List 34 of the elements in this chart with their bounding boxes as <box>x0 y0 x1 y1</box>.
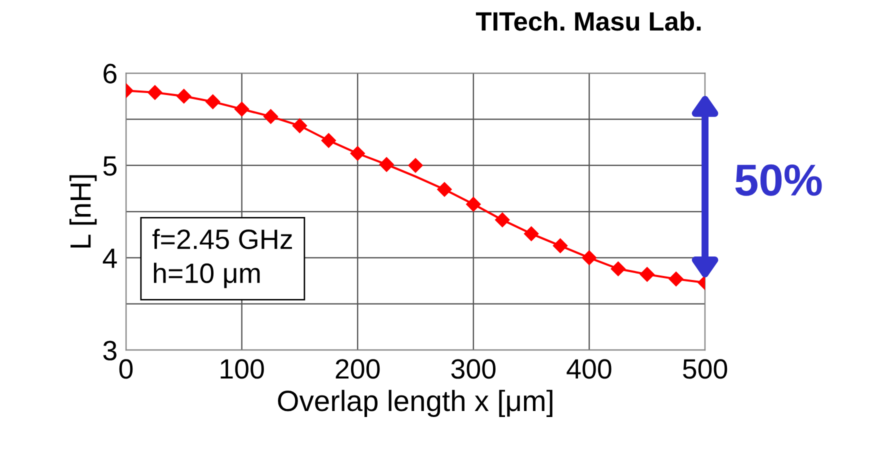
annotation: f=2.45 GHz h=10 μm <box>152 228 292 288</box>
x-axis-title: Overlap length x [μm] <box>278 390 552 418</box>
y-tick-label: 4 <box>102 248 117 268</box>
point <box>582 250 597 266</box>
point <box>378 156 394 172</box>
point <box>292 118 308 134</box>
point <box>668 271 684 287</box>
point <box>524 226 539 242</box>
x-tick-label: 500 <box>682 359 728 379</box>
x-tick-label: 100 <box>220 359 264 379</box>
chart-title: TITech. Masu Lab. <box>476 11 701 31</box>
point <box>408 158 424 174</box>
x-tick-label: 400 <box>566 359 612 379</box>
x-tick-label: 0 <box>119 359 133 379</box>
point <box>147 84 163 100</box>
y-axis-title: L [nH] <box>69 175 97 248</box>
point <box>552 238 568 254</box>
point <box>494 212 510 228</box>
y-tick-label: 5 <box>103 156 116 176</box>
x-tick-label: 200 <box>336 359 380 379</box>
y-tick-label: 3 <box>103 340 116 360</box>
point <box>205 94 220 110</box>
y-tick-label: 6 <box>104 64 116 84</box>
x-tick-label: 300 <box>451 359 496 379</box>
text: 50% <box>735 164 822 196</box>
point <box>234 102 250 117</box>
point <box>640 266 655 282</box>
point <box>436 182 452 198</box>
point <box>263 108 278 124</box>
point <box>466 196 482 212</box>
point <box>176 88 192 104</box>
point <box>610 261 626 276</box>
point <box>350 146 366 162</box>
point <box>321 132 336 148</box>
